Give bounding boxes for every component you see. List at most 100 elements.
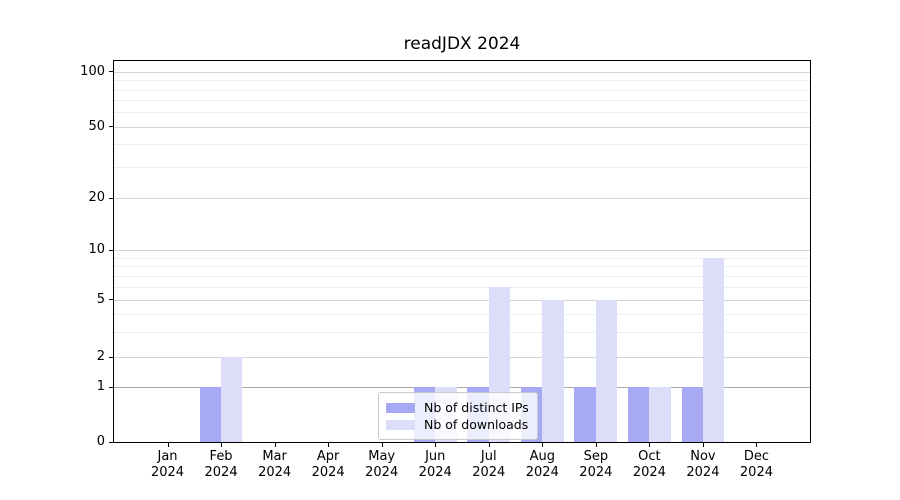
x-tick-year: 2024	[365, 464, 399, 480]
x-tick-month: Nov	[690, 449, 716, 464]
bar-downloads-sep	[595, 299, 618, 442]
x-tick-mark	[756, 443, 758, 447]
x-tick-year: 2024	[632, 464, 666, 480]
x-tick-month: Dec	[743, 449, 770, 464]
y-tick-mark	[109, 71, 113, 73]
bar-downloads-feb	[221, 357, 243, 442]
y-tick-label: 10	[88, 242, 105, 257]
x-tick-mark	[274, 443, 276, 447]
legend-label-downloads: Nb of downloads	[424, 417, 529, 432]
gridline-minor	[114, 144, 810, 146]
x-tick-label: Mar 2024	[240, 449, 310, 480]
y-tick-label: 2	[96, 349, 105, 365]
bar-distinct-ips-feb	[199, 387, 222, 442]
y-tick-mark	[109, 197, 113, 199]
x-tick-year: 2024	[258, 464, 292, 480]
x-tick-label: Nov 2024	[668, 449, 738, 480]
gridline-major	[114, 71, 810, 73]
x-tick-label: Jan 2024	[133, 449, 203, 480]
x-tick-label: Jun 2024	[400, 449, 470, 480]
x-tick-year: 2024	[472, 464, 506, 480]
legend-swatch-distinct-ips	[386, 402, 415, 413]
legend-item-downloads: Nb of downloads	[386, 417, 529, 432]
y-tick-label: 0	[96, 434, 105, 449]
gridline-minor	[114, 286, 810, 288]
x-tick-month: Jun	[425, 449, 446, 464]
x-tick-year: 2024	[686, 464, 720, 480]
y-tick-label: 50	[88, 118, 105, 134]
x-tick-mark	[595, 443, 597, 447]
x-tick-month: Oct	[638, 449, 661, 464]
gridline-minor	[114, 89, 810, 91]
x-tick-mark	[221, 443, 223, 447]
x-tick-month: Jan	[157, 449, 178, 464]
bar-downloads-aug	[542, 299, 564, 442]
x-tick-month: Feb	[209, 449, 233, 464]
gridline-major	[114, 357, 810, 359]
gridline-minor	[114, 166, 810, 168]
y-tick-mark	[109, 356, 113, 358]
x-tick-year: 2024	[739, 464, 773, 480]
y-tick-label: 20	[88, 190, 105, 206]
y-tick-label: 5	[96, 291, 105, 307]
x-tick-label: Dec 2024	[721, 449, 791, 480]
x-tick-month: Mar	[262, 449, 287, 464]
bar-distinct-ips-sep	[574, 387, 596, 442]
gridline-minor	[114, 275, 810, 277]
chart-title: readJDX 2024	[403, 34, 521, 54]
x-tick-mark	[381, 443, 383, 447]
legend-label-distinct-ips: Nb of distinct IPs	[424, 400, 529, 415]
legend-item-distinct-ips: Nb of distinct IPs	[386, 400, 529, 415]
x-tick-mark	[167, 443, 169, 447]
gridline-major	[114, 387, 810, 389]
legend: Nb of distinct IPs Nb of downloads	[378, 392, 538, 440]
x-tick-month: May	[368, 449, 396, 464]
x-tick-label: Feb 2024	[186, 449, 256, 480]
x-tick-label: Oct 2024	[614, 449, 684, 480]
bar-distinct-ips-nov	[681, 387, 703, 442]
gridline-major	[114, 299, 810, 301]
x-tick-year: 2024	[418, 464, 452, 480]
x-tick-month: Sep	[583, 449, 609, 464]
x-tick-label: Sep 2024	[561, 449, 631, 480]
x-tick-mark	[328, 443, 330, 447]
gridline-minor	[114, 257, 810, 259]
x-tick-year: 2024	[150, 464, 185, 480]
x-tick-label: Jul 2024	[454, 449, 524, 480]
y-tick-mark	[109, 126, 113, 128]
gridline-major	[114, 126, 810, 128]
bar-downloads-nov	[702, 257, 725, 442]
x-tick-month: Aug	[529, 449, 555, 464]
plot-canvas	[114, 61, 810, 442]
plot-area	[113, 60, 811, 443]
x-tick-mark	[488, 443, 490, 447]
x-tick-year: 2024	[204, 464, 238, 480]
x-tick-month: Apr	[316, 449, 340, 464]
x-tick-mark	[435, 443, 437, 447]
y-tick-mark	[109, 299, 113, 301]
legend-swatch-downloads	[386, 419, 415, 430]
x-tick-year: 2024	[579, 464, 613, 480]
x-tick-mark	[542, 443, 544, 447]
gridline-major	[114, 250, 810, 251]
y-tick-label: 100	[80, 63, 105, 79]
bar-distinct-ips-oct	[627, 387, 650, 442]
gridline-minor	[114, 100, 810, 102]
x-tick-mark	[649, 443, 651, 447]
gridline-minor	[114, 80, 810, 82]
gridline-minor	[114, 331, 810, 333]
gridline-minor	[114, 266, 810, 268]
x-tick-label: May 2024	[347, 449, 417, 480]
y-tick-mark	[109, 441, 113, 443]
bar-downloads-oct	[649, 387, 671, 442]
x-tick-mark	[702, 443, 704, 447]
gridline-major	[114, 198, 810, 200]
y-tick-mark	[109, 386, 113, 388]
x-tick-label: Aug 2024	[507, 449, 577, 480]
x-tick-label: Apr 2024	[293, 449, 363, 480]
y-tick-label: 1	[96, 379, 105, 395]
x-tick-year: 2024	[311, 464, 345, 480]
gridline-minor	[114, 112, 810, 114]
x-tick-month: Jul	[480, 449, 497, 464]
